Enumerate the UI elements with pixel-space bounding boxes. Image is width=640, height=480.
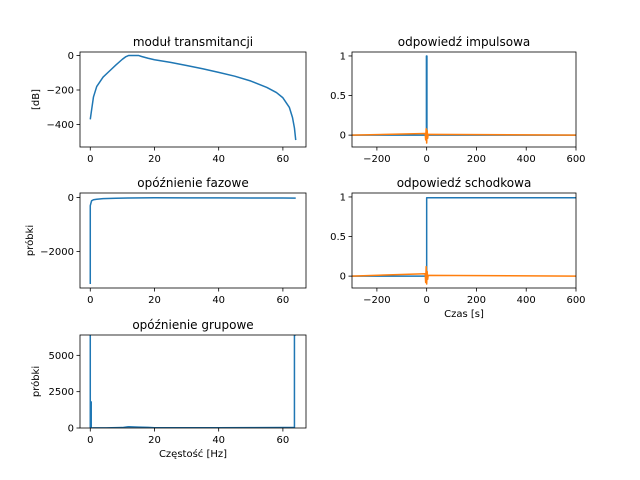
- step-y-tick-label: 1: [340, 192, 346, 203]
- step-x-tick-label: 200: [467, 295, 486, 306]
- impulse-x-tick-label: 600: [566, 154, 585, 165]
- magnitude-x-tick-label: 0: [87, 154, 93, 165]
- group-delay-axes-frame: [79, 334, 307, 429]
- step-x-axis-label: Czas [s]: [444, 309, 484, 320]
- step-x-tick-label: 600: [566, 295, 585, 306]
- impulse-series-1-line: [352, 55, 576, 136]
- phase-delay-series-1-line: [89, 197, 296, 284]
- step-title: odpowiedź schodkowa: [397, 176, 532, 190]
- magnitude-y-axis-label: [dB]: [31, 89, 42, 110]
- impulse-y-tick-label: 0.5: [330, 91, 346, 102]
- group-delay-y-tick-label: 0: [68, 424, 74, 435]
- step-y-tick-label: 0: [340, 272, 346, 283]
- magnitude-x-tick-label: 20: [148, 154, 161, 165]
- group-delay-x-tick-label: 40: [212, 435, 225, 446]
- phase-delay-title: opóźnienie fazowe: [137, 176, 248, 190]
- phase-delay-y-tick-label: 0: [68, 193, 74, 204]
- impulse-x-tick-label: 0: [423, 154, 429, 165]
- magnitude-x-tick-label: 40: [212, 154, 225, 165]
- magnitude-axes-frame: [79, 51, 307, 148]
- group-delay-x-tick-label: 20: [148, 435, 161, 446]
- subplot-step: −200 0 200 400 600 0 0.5 1 odpowiedź schodkowa Cz…: [330, 176, 585, 320]
- group-delay-x-axis-label: Częstość [Hz]: [159, 448, 227, 460]
- magnitude-y-tick-label: 0: [68, 51, 74, 62]
- step-axes-frame: [351, 192, 577, 289]
- magnitude-series-1-line: [89, 54, 297, 141]
- impulse-x-tick-label: 200: [467, 154, 486, 165]
- group-delay-title: opóźnienie grupowe: [132, 318, 253, 332]
- impulse-title: odpowiedź impulsowa: [398, 35, 531, 49]
- impulse-x-tick-label: −200: [363, 154, 390, 165]
- impulse-axes-frame: [351, 51, 577, 148]
- group-delay-x-tick-label: 60: [277, 435, 290, 446]
- group-delay-y-tick-label: 2500: [49, 387, 74, 398]
- step-x-tick-label: 0: [423, 295, 429, 306]
- group-delay-series-1-line: [89, 335, 296, 428]
- impulse-y-tick-label: 0: [340, 131, 346, 142]
- magnitude-y-tick-label: −200: [47, 86, 74, 97]
- impulse-y-tick-label: 1: [340, 51, 346, 62]
- phase-delay-x-tick-label: 60: [277, 295, 290, 306]
- phase-delay-x-tick-label: 0: [87, 295, 93, 306]
- phase-delay-axes-frame: [79, 192, 307, 289]
- phase-delay-x-tick-label: 40: [212, 295, 225, 306]
- subplot-group-delay: 0 20 40 60 0 2500 5000 opóźnienie grupowe Często…: [30, 318, 307, 460]
- step-x-tick-label: −200: [363, 295, 390, 306]
- magnitude-x-tick-label: 60: [277, 154, 290, 165]
- impulse-x-tick-label: 400: [517, 154, 536, 165]
- step-series-1-line: [352, 197, 576, 277]
- phase-delay-y-tick-label: −2000: [40, 247, 74, 258]
- magnitude-y-tick-label: −400: [47, 120, 74, 131]
- group-delay-x-tick-label: 0: [87, 435, 93, 446]
- phase-delay-x-tick-label: 20: [148, 295, 161, 306]
- group-delay-y-axis-label: próbki: [30, 366, 42, 397]
- magnitude-title: moduł transmitancji: [133, 35, 253, 49]
- group-delay-y-tick-label: 5000: [49, 351, 74, 362]
- impulse-series-2-line: [352, 128, 576, 144]
- subplot-phase-delay: 0 20 40 60 0 −2000 opóźnienie fazowe próbki: [24, 176, 307, 306]
- step-series-2-line: [352, 265, 576, 285]
- phase-delay-y-axis-label: próbki: [24, 225, 36, 256]
- subplot-magnitude: 0 20 40 60 0 −200 −400 moduł transmitancji [dB]: [31, 35, 307, 165]
- step-x-tick-label: 400: [517, 295, 536, 306]
- step-y-tick-label: 0.5: [330, 232, 346, 243]
- subplot-impulse: −200 0 200 400 600 0 0.5 1 odpowiedź impulsowa: [330, 35, 585, 165]
